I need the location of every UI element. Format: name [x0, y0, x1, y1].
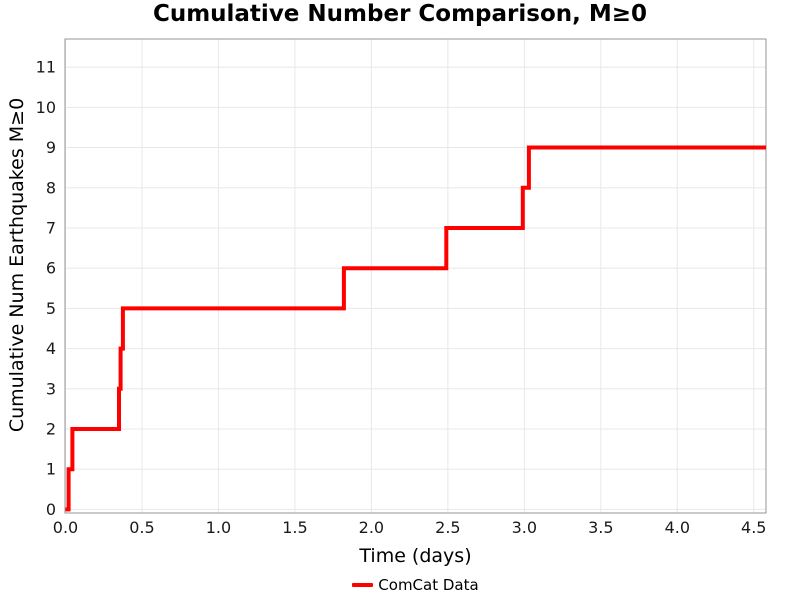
x-tick-label: 1.5 — [282, 518, 307, 537]
x-tick-label: 1.0 — [206, 518, 231, 537]
y-tick-label: 5 — [46, 299, 56, 318]
y-tick-label: 1 — [46, 460, 56, 479]
x-axis-label: Time (days) — [359, 545, 472, 567]
y-tick-label: 9 — [46, 138, 56, 157]
x-tick-label: 3.5 — [588, 518, 613, 537]
y-tick-label: 6 — [46, 259, 56, 278]
x-tick-label: 4.5 — [741, 518, 766, 537]
y-tick-label: 3 — [46, 379, 56, 398]
x-tick-label: 0.0 — [53, 518, 78, 537]
chart-title: Cumulative Number Comparison, M≥0 — [152, 1, 648, 27]
y-tick-label: 7 — [46, 218, 56, 237]
x-tick-label: 3.0 — [512, 518, 537, 537]
plot-frame — [64, 38, 767, 514]
y-tick-label: 8 — [46, 178, 56, 197]
y-tick-label: 2 — [46, 419, 56, 438]
legend-line-swatch — [352, 583, 374, 587]
x-tick-label: 0.5 — [129, 518, 154, 537]
legend: ComCat Data — [65, 574, 766, 596]
y-tick-label: 11 — [36, 58, 56, 77]
x-tick-label: 2.5 — [435, 518, 460, 537]
x-tick-label: 4.0 — [665, 518, 690, 537]
y-tick-label: 0 — [46, 500, 56, 519]
y-tick-label: 4 — [46, 339, 56, 358]
y-tick-label: 10 — [36, 98, 56, 117]
legend-label: ComCat Data — [378, 576, 479, 594]
x-tick-label: 2.0 — [359, 518, 384, 537]
data-line-comcat-data — [65, 145, 766, 512]
